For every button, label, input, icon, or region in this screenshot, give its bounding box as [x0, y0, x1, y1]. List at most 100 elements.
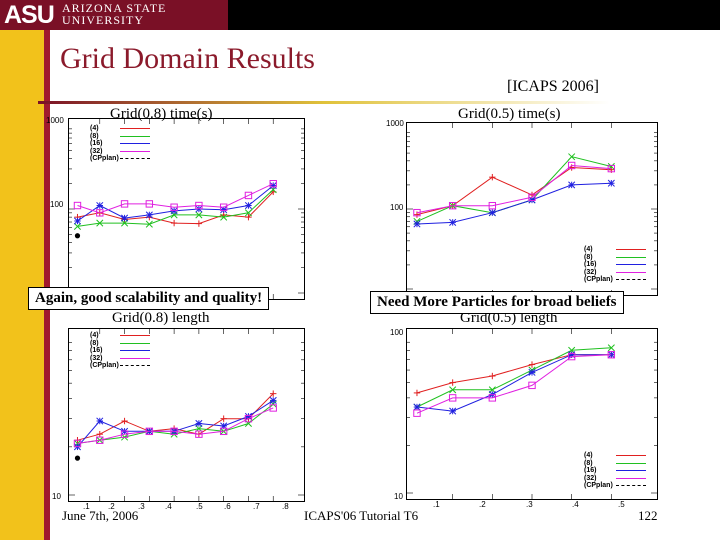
legend-label: (32) [584, 474, 597, 482]
data-point [568, 153, 576, 161]
series-line [416, 354, 612, 412]
legend-item: (16) [90, 347, 160, 355]
marker-square [96, 436, 104, 444]
legend-item: (16) [584, 467, 654, 475]
marker-dot [74, 455, 81, 461]
legend-item: (8) [584, 254, 654, 262]
legend-item: (4) [90, 125, 160, 133]
series-line [77, 407, 274, 444]
marker-square [567, 352, 576, 361]
legend-item: (4) [584, 246, 654, 254]
marker-stroke [195, 419, 203, 428]
left-accent-line [44, 30, 50, 540]
marker-stroke [73, 222, 82, 230]
marker-square [170, 427, 178, 436]
data-point [489, 173, 496, 181]
data-point [73, 222, 82, 230]
legend-label: (32) [90, 147, 103, 155]
legend-label: (16) [90, 140, 103, 147]
series-line [416, 166, 612, 216]
legend-label: (8) [584, 253, 593, 261]
data-point [568, 181, 576, 189]
citation: [ICAPS 2006] [507, 78, 600, 95]
legend-label: (8) [90, 339, 99, 347]
marker-square [219, 427, 228, 436]
data-point [607, 164, 616, 173]
chart-grid05-time [406, 122, 658, 296]
data-point [195, 220, 203, 227]
marker-square [195, 201, 203, 210]
legend-item: (CPplan) [90, 362, 160, 370]
marker-stroke [195, 211, 203, 219]
data-point [269, 404, 277, 412]
data-point [170, 427, 178, 436]
marker-stroke [568, 351, 576, 359]
marker-stroke [607, 344, 615, 352]
data-point [448, 394, 457, 402]
data-point [121, 417, 128, 425]
data-point [244, 414, 253, 423]
x-tick-label: .2 [108, 502, 115, 511]
legend-label: (4) [90, 332, 99, 339]
data-point [96, 201, 104, 210]
marker-stroke [96, 201, 104, 210]
marker-stroke [220, 206, 228, 214]
marker-stroke [607, 179, 615, 187]
data-point [145, 211, 153, 219]
data-point [96, 219, 104, 227]
marker-stroke [607, 351, 615, 359]
legend-item: (8) [90, 340, 160, 348]
data-point [145, 220, 153, 228]
x-tick-label: .8 [282, 502, 289, 511]
data-point [220, 206, 228, 214]
data-point [121, 214, 129, 222]
series-line [416, 182, 612, 225]
y-tick-label: 10 [52, 492, 61, 501]
marker-stroke [73, 439, 82, 447]
chart-grid08-time [68, 118, 305, 300]
y-tick-label: 1000 [386, 119, 404, 128]
university-name-line1: ARIZONA STATE [62, 1, 167, 15]
data-point [607, 179, 615, 187]
marker-stroke [449, 386, 457, 394]
data-point [73, 439, 82, 448]
legend-label: (CPplan) [584, 276, 613, 283]
data-point [244, 209, 252, 217]
data-point [220, 415, 227, 422]
marker-square [120, 430, 129, 438]
data-point [269, 396, 277, 404]
data-point [269, 182, 277, 190]
data-point [195, 419, 203, 428]
marker-square [448, 394, 457, 402]
marker-stroke [528, 368, 536, 376]
x-tick-label: .4 [165, 502, 172, 511]
x-tick-label: .5 [618, 500, 625, 509]
legend-item: (8) [584, 460, 654, 468]
marker-square [120, 200, 129, 208]
footer-date: June 7th, 2006 [62, 508, 139, 523]
data-point [488, 201, 497, 210]
data-point [567, 161, 576, 170]
legend-label: (4) [584, 452, 593, 459]
chart-legend: (4) (8) (16) (32) (CPplan) [90, 125, 160, 163]
legend-item: (4) [584, 452, 654, 460]
marker-stroke [269, 396, 277, 404]
series-line [77, 183, 274, 214]
data-point [96, 417, 104, 425]
legend-item: (CPplan) [584, 482, 654, 490]
legend-label: (32) [90, 354, 103, 362]
data-point [528, 368, 536, 376]
legend-item: (16) [584, 261, 654, 269]
data-point [96, 436, 104, 444]
legend-item: (8) [90, 133, 160, 141]
data-point [528, 381, 536, 390]
x-tick-label: .2 [479, 500, 486, 509]
marker-stroke [244, 209, 252, 217]
data-point [413, 208, 421, 217]
data-point [567, 352, 576, 361]
series-line [416, 164, 612, 214]
marker-stroke [413, 403, 421, 411]
data-point [244, 191, 253, 200]
marker-stroke [96, 219, 104, 227]
marker-square [488, 201, 497, 210]
